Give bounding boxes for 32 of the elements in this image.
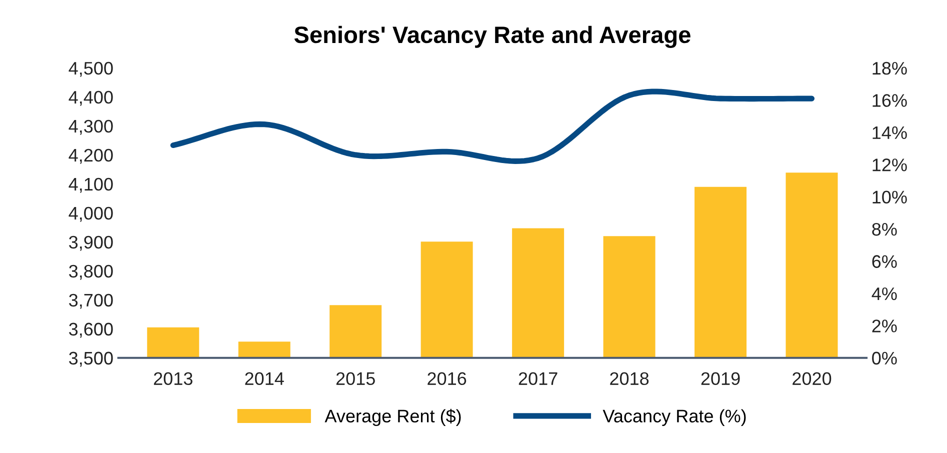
x-tick-label: 2014 xyxy=(245,372,284,386)
x-tick-label: 2019 xyxy=(701,372,740,386)
y2-tick-label: 2% xyxy=(872,320,897,332)
y2-tick-label: 6% xyxy=(872,255,897,268)
y-tick-label: 3,800 xyxy=(69,264,113,280)
x-tick-label: 2013 xyxy=(154,372,192,386)
y-tick-label: 4,200 xyxy=(68,148,113,164)
y2-tick-label: 16% xyxy=(872,94,907,107)
y2-tick-label: 18% xyxy=(872,62,907,75)
y2-tick-label: 10% xyxy=(872,190,907,204)
x-tick-label: 2016 xyxy=(428,372,466,386)
y2-tick-label: 4% xyxy=(872,287,897,300)
y-tick-label: 4,300 xyxy=(68,120,113,135)
y-tick-label: 3,500 xyxy=(69,352,113,367)
x-tick-label: 2015 xyxy=(336,372,375,386)
chart-title: Seniors' Vacancy Rate and Average xyxy=(294,26,690,48)
legend-label: Average Rent ($) xyxy=(324,408,461,426)
y-tick-label: 4,100 xyxy=(68,178,113,193)
y2-tick-label: 12% xyxy=(872,158,907,172)
legend-label: Vacancy Rate (%) xyxy=(602,409,746,426)
y-tick-label: 3,900 xyxy=(69,236,113,251)
x-tick-label: 2017 xyxy=(518,372,558,386)
y2-tick-label: 8% xyxy=(872,222,897,236)
x-tick-label: 2020 xyxy=(792,372,832,386)
y2-tick-label: 0% xyxy=(872,352,897,365)
y-tick-label: 3,700 xyxy=(69,294,113,309)
y-tick-label: 4,500 xyxy=(68,62,113,77)
x-tick-label: 2018 xyxy=(610,372,649,386)
y-tick-label: 3,600 xyxy=(69,322,113,338)
y-tick-label: 4,000 xyxy=(68,206,113,222)
y-tick-label: 4,400 xyxy=(68,90,113,106)
y2-tick-label: 14% xyxy=(872,126,907,140)
